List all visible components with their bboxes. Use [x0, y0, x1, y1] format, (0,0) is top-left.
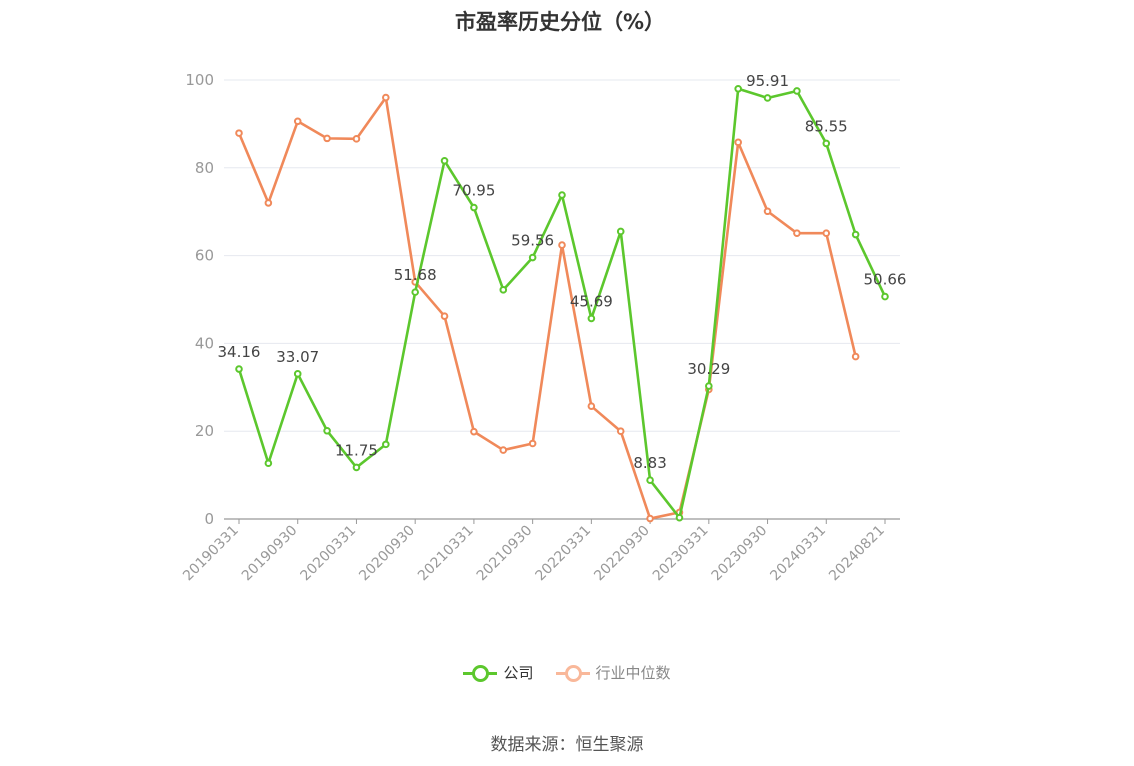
- x-tick-label: 20190930: [239, 523, 301, 585]
- data-point-company[interactable]: [675, 513, 684, 522]
- data-point-industry-median[interactable]: [734, 138, 742, 147]
- data-label: 11.75: [335, 441, 378, 459]
- data-label: 70.95: [452, 182, 495, 200]
- data-point-company[interactable]: [616, 227, 625, 236]
- data-point-company[interactable]: [323, 426, 331, 435]
- data-label: 45.69: [570, 292, 613, 310]
- data-point-industry-median[interactable]: [646, 514, 654, 523]
- y-tick-label: 100: [185, 71, 214, 89]
- y-tick-label: 20: [195, 422, 214, 440]
- data-point-company[interactable]: [499, 286, 508, 294]
- data-label: 51.68: [394, 266, 437, 284]
- data-labels: 34.16 33.07 11.75 51.68 70.95 59.56 45.69 8.83 3…: [218, 72, 907, 472]
- data-label: 30.29: [687, 360, 730, 378]
- data-point-company[interactable]: [705, 382, 713, 390]
- data-point-industry-median[interactable]: [528, 439, 537, 448]
- legend-item-industry-median[interactable]: 行业中位数: [555, 662, 671, 683]
- y-tick-label: 80: [195, 159, 214, 177]
- data-source: 数据来源：恒生聚源: [490, 735, 644, 755]
- data-point-company[interactable]: [793, 87, 801, 95]
- data-label: 85.55: [805, 117, 848, 135]
- data-point-industry-median[interactable]: [616, 427, 625, 436]
- data-label: 8.83: [633, 454, 666, 472]
- data-point-company[interactable]: [264, 459, 273, 468]
- series-lines: [235, 84, 889, 523]
- data-point-company[interactable]: [470, 203, 478, 212]
- data-point-company[interactable]: [440, 156, 449, 165]
- data-point-company[interactable]: [734, 84, 742, 93]
- x-tick-label: 20230930: [709, 523, 771, 585]
- data-point-company[interactable]: [558, 191, 566, 199]
- x-tick-label: 20220930: [591, 523, 653, 585]
- legend-company-label: 公司: [503, 664, 534, 682]
- y-tick-label: 0: [204, 510, 214, 528]
- data-point-company[interactable]: [235, 365, 243, 373]
- x-tick-label: 20240821: [826, 523, 888, 585]
- x-tick-label: 20200331: [298, 523, 360, 585]
- data-point-company[interactable]: [822, 139, 831, 148]
- data-point-industry-median[interactable]: [440, 312, 449, 320]
- data-point-company[interactable]: [382, 440, 390, 449]
- data-point-industry-median[interactable]: [470, 427, 478, 436]
- series-line-industry-median: [237, 96, 857, 520]
- data-label: 34.16: [218, 343, 261, 361]
- data-point-industry-median[interactable]: [499, 446, 508, 454]
- data-label: 95.91: [746, 72, 789, 90]
- x-tick-label: 20200930: [356, 523, 418, 585]
- x-tick-label: 20240331: [767, 523, 829, 585]
- x-tick-label: 20230331: [650, 523, 712, 585]
- data-point-industry-median[interactable]: [352, 135, 361, 143]
- x-tick-label: 20210930: [474, 523, 536, 585]
- y-tick-label: 60: [195, 247, 214, 265]
- legend-industry-label: 行业中位数: [595, 664, 671, 682]
- legend: 公司 行业中位数: [0, 662, 1134, 683]
- data-point-industry-median[interactable]: [235, 129, 243, 137]
- data-label: 59.56: [511, 232, 554, 250]
- chart-title: 市盈率历史分位（%）: [454, 10, 666, 34]
- x-tick-label: 20220331: [532, 523, 594, 585]
- data-point-industry-median[interactable]: [558, 241, 566, 249]
- data-point-company[interactable]: [528, 253, 537, 262]
- data-point-industry-median[interactable]: [822, 229, 831, 238]
- x-tick-label: 20190331: [180, 523, 242, 585]
- x-tick-label: 20210331: [415, 523, 477, 585]
- data-point-industry-median[interactable]: [293, 117, 302, 126]
- data-point-company[interactable]: [352, 463, 361, 472]
- legend-company-marker-icon: [463, 664, 498, 682]
- data-label: 33.07: [276, 348, 319, 366]
- data-point-industry-median[interactable]: [793, 229, 801, 238]
- data-point-industry-median[interactable]: [382, 93, 390, 102]
- data-point-industry-median[interactable]: [851, 352, 860, 361]
- data-point-industry-median[interactable]: [587, 402, 596, 410]
- data-point-company[interactable]: [411, 288, 419, 296]
- y-tick-label: 40: [195, 334, 214, 352]
- data-point-company[interactable]: [587, 314, 596, 323]
- data-point-industry-median[interactable]: [323, 134, 331, 143]
- data-point-industry-median[interactable]: [264, 199, 273, 207]
- data-point-company[interactable]: [881, 292, 889, 301]
- data-point-company[interactable]: [646, 476, 654, 485]
- data-point-company[interactable]: [851, 230, 860, 239]
- legend-industry-marker-icon: [555, 664, 590, 682]
- legend-item-company[interactable]: 公司: [463, 662, 534, 683]
- data-point-industry-median[interactable]: [763, 207, 772, 216]
- grid-lines: [224, 79, 900, 432]
- data-point-company[interactable]: [293, 370, 302, 378]
- data-label: 50.66: [864, 271, 907, 289]
- data-point-company[interactable]: [763, 94, 772, 102]
